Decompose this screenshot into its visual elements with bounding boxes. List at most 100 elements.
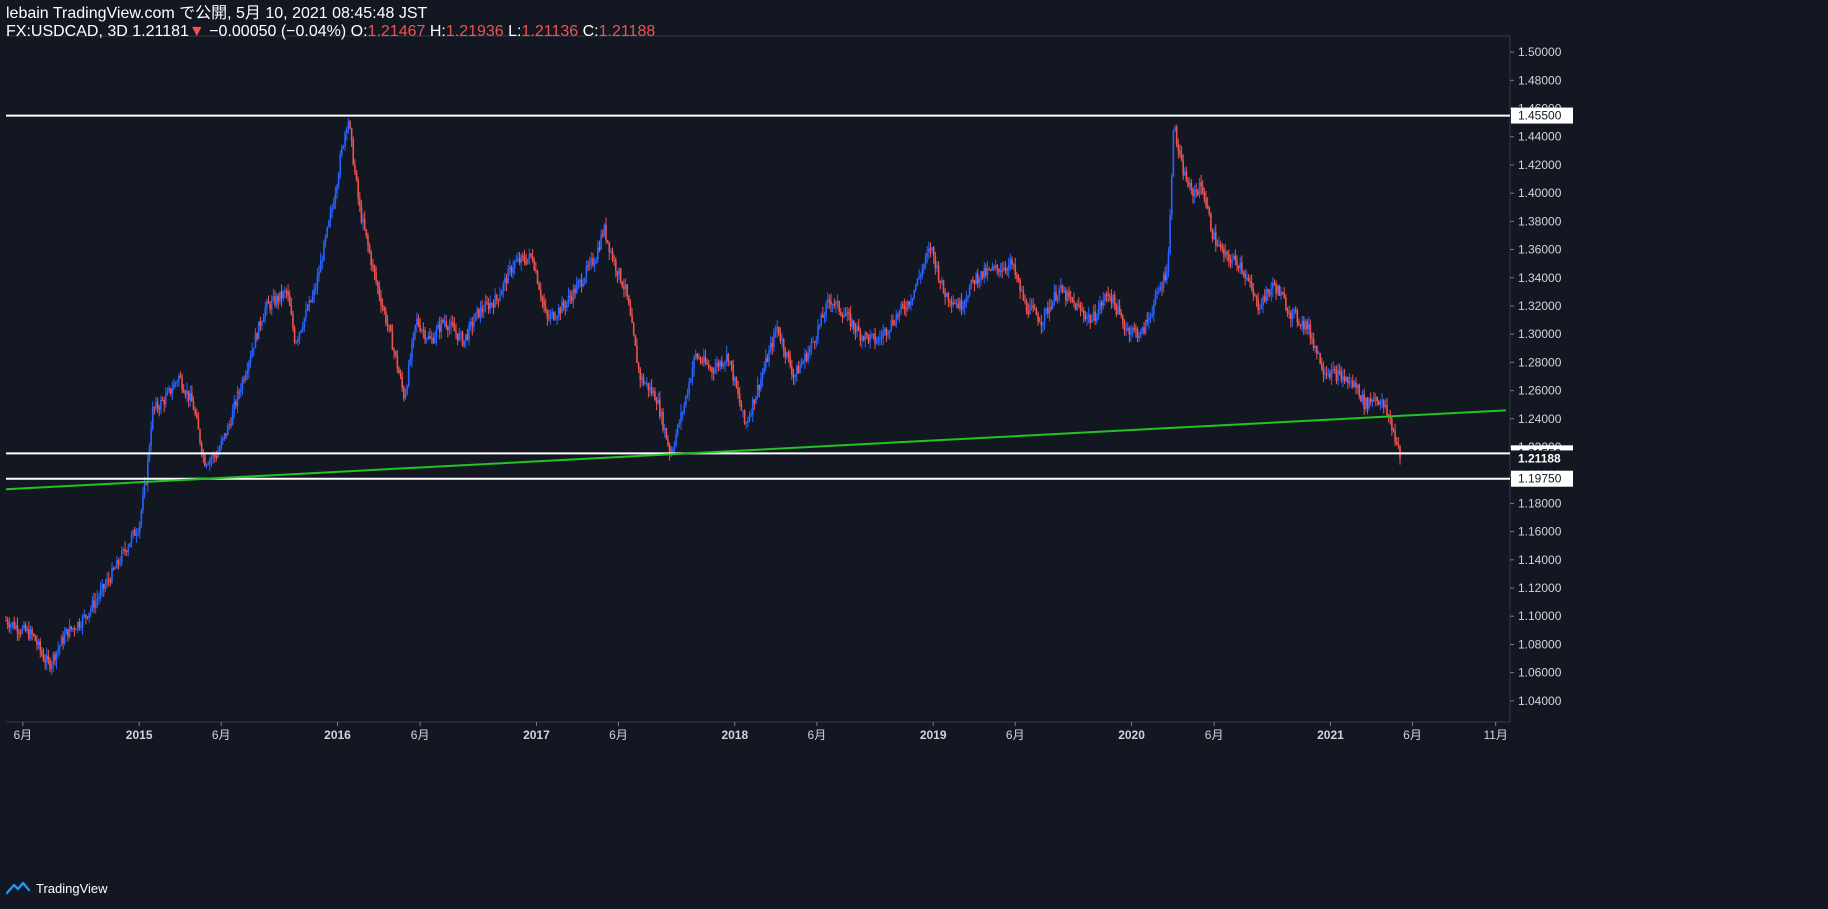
candle-body bbox=[1184, 171, 1186, 176]
support-trendline[interactable] bbox=[5, 409, 1507, 491]
candle-body bbox=[776, 326, 778, 332]
candle-body bbox=[1245, 277, 1248, 279]
candle-body bbox=[1201, 186, 1204, 194]
candle-body bbox=[253, 348, 255, 350]
candle-body bbox=[409, 359, 412, 364]
candle-body bbox=[1345, 377, 1348, 382]
candle-body bbox=[1058, 288, 1061, 297]
candle-body bbox=[248, 362, 250, 371]
candle-body bbox=[1105, 294, 1108, 296]
candle-body bbox=[1291, 310, 1294, 320]
candle-body bbox=[634, 335, 637, 346]
price-axis[interactable]: 1.500001.480001.460001.440001.420001.400… bbox=[1510, 45, 1562, 708]
candle-body bbox=[932, 247, 935, 257]
time-tick-label: 6月 bbox=[1006, 728, 1025, 742]
candle-body bbox=[562, 301, 565, 307]
candle-body bbox=[910, 301, 912, 305]
candle-body bbox=[1139, 330, 1142, 336]
candle-body bbox=[72, 627, 74, 630]
candle-body bbox=[1234, 255, 1237, 260]
time-tick-label: 6月 bbox=[411, 728, 430, 742]
candle-body bbox=[332, 203, 335, 209]
candle-body bbox=[645, 383, 648, 385]
candle-body bbox=[892, 320, 894, 325]
candle-body bbox=[869, 334, 871, 342]
candle-body bbox=[435, 328, 438, 338]
candle-body bbox=[1148, 316, 1150, 321]
candle-body bbox=[195, 413, 198, 418]
price-tick-label: 1.32000 bbox=[1518, 299, 1562, 313]
candle-body bbox=[955, 303, 958, 305]
candle-body bbox=[73, 627, 76, 630]
candle-body bbox=[380, 296, 382, 306]
candle-body bbox=[1126, 327, 1129, 329]
candle-body bbox=[50, 663, 53, 670]
candle-body bbox=[1299, 324, 1302, 326]
candle-body bbox=[117, 559, 120, 565]
candle-body bbox=[287, 291, 289, 296]
candle-body bbox=[826, 299, 829, 303]
candle-body bbox=[839, 311, 842, 315]
candle-body bbox=[1179, 150, 1181, 155]
candle-body bbox=[311, 295, 314, 302]
candle-body bbox=[1135, 328, 1137, 330]
candle-body bbox=[450, 322, 452, 327]
candle-body bbox=[134, 530, 136, 536]
horizontal-levels[interactable] bbox=[6, 114, 1510, 480]
candle-body bbox=[135, 534, 138, 536]
candle-body bbox=[577, 281, 580, 285]
candle-body bbox=[231, 410, 234, 425]
candle-body bbox=[124, 548, 126, 551]
candle-body bbox=[153, 407, 156, 409]
candle-body bbox=[393, 349, 395, 352]
candle-body bbox=[734, 377, 736, 381]
candle-body bbox=[689, 379, 692, 383]
candle-body bbox=[804, 353, 806, 362]
candle-body bbox=[1324, 373, 1326, 375]
candle-body bbox=[125, 550, 128, 553]
candle-body bbox=[55, 651, 58, 661]
candle-body bbox=[556, 316, 558, 319]
candle-body bbox=[220, 441, 223, 449]
candle-body bbox=[1112, 294, 1114, 304]
level-price-tag bbox=[1511, 470, 1573, 487]
candle-body bbox=[1232, 255, 1235, 260]
candle-body bbox=[1019, 280, 1021, 292]
candle-body bbox=[553, 312, 555, 320]
candle-body bbox=[334, 193, 337, 204]
candle-body bbox=[711, 367, 713, 373]
tradingview-branding[interactable]: TradingView bbox=[6, 880, 108, 896]
candle-body bbox=[1381, 400, 1383, 403]
candle-body bbox=[893, 324, 896, 326]
candle-body bbox=[1309, 324, 1312, 339]
candle-body bbox=[399, 373, 402, 378]
candle-body bbox=[610, 251, 612, 253]
candle-body bbox=[244, 374, 247, 381]
candle-body bbox=[681, 412, 684, 414]
time-axis[interactable]: 6月 2015 6月 2016 6月 2017 6月 2018 6月 2019 6月 2020 6月 20… bbox=[14, 722, 1508, 742]
candle-body bbox=[606, 239, 609, 243]
candle-body bbox=[897, 315, 899, 317]
candle-body bbox=[595, 259, 598, 264]
trendline-layer[interactable] bbox=[5, 409, 1507, 491]
candle-body bbox=[114, 568, 117, 570]
time-tick-label: 2019 bbox=[920, 728, 947, 742]
candle-body bbox=[696, 353, 699, 359]
candle-body bbox=[567, 295, 570, 302]
candle-body bbox=[372, 265, 374, 267]
candle-body bbox=[194, 409, 196, 414]
candle-body bbox=[313, 289, 315, 296]
candle-body bbox=[28, 629, 30, 639]
candle-body bbox=[1358, 384, 1361, 397]
candle-body bbox=[249, 357, 252, 363]
candle-body bbox=[942, 280, 945, 293]
candle-body bbox=[1125, 328, 1127, 331]
candle-body bbox=[830, 300, 832, 305]
candle-body bbox=[37, 641, 40, 645]
candle-body bbox=[699, 358, 702, 362]
candle-body bbox=[522, 255, 524, 257]
candle-body bbox=[513, 261, 516, 268]
candle-body bbox=[1350, 380, 1352, 382]
candle-body bbox=[427, 335, 430, 339]
